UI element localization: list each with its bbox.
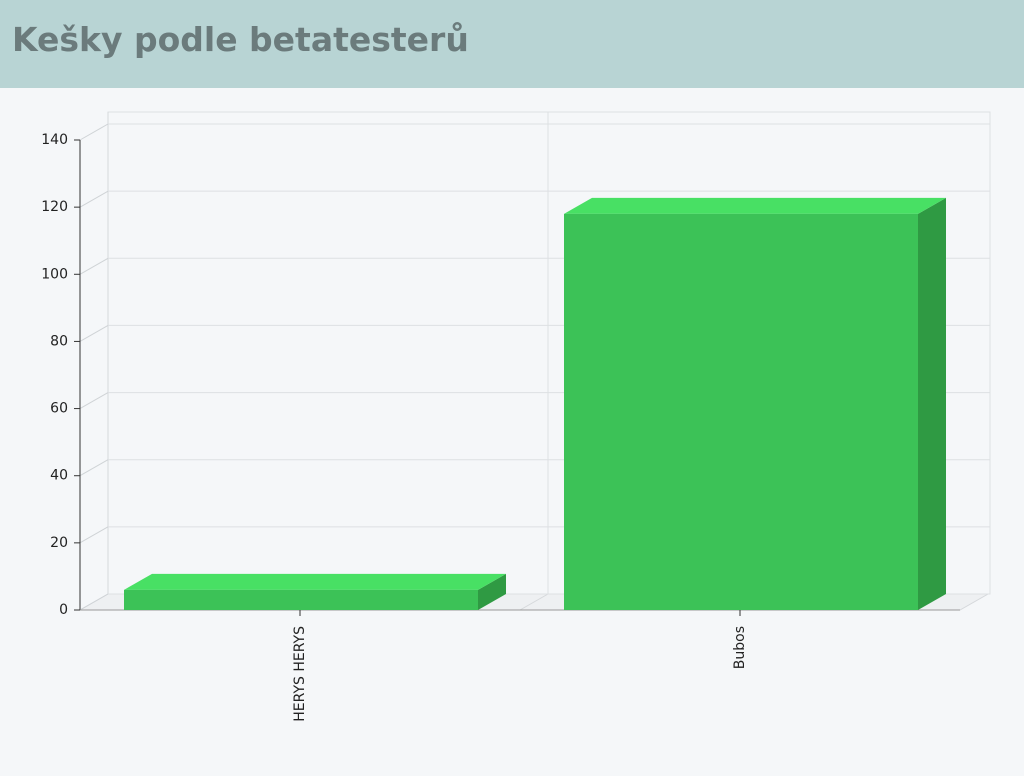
y-tick-label: 140 xyxy=(41,132,68,148)
bar xyxy=(124,589,478,610)
bar-side xyxy=(478,573,506,610)
y-tick-label: 20 xyxy=(50,535,68,551)
grid-line xyxy=(79,257,109,275)
grid-line xyxy=(79,190,109,208)
y-tick-label: 100 xyxy=(41,266,68,282)
y-tick-label: 120 xyxy=(41,199,68,215)
x-tick-label: Bubos xyxy=(732,626,748,669)
bar xyxy=(564,213,918,610)
x-tick-label: HERYS HERYS xyxy=(292,626,308,722)
grid-line xyxy=(79,526,109,544)
grid-line xyxy=(79,593,109,611)
grid-line xyxy=(79,392,109,410)
grid-line xyxy=(79,459,109,477)
grid-line xyxy=(79,324,109,342)
bar-top xyxy=(124,573,506,590)
header: Kešky podle betatesterů xyxy=(0,0,1024,88)
bar-side xyxy=(918,197,946,610)
y-tick-label: 80 xyxy=(50,333,68,349)
category-divider xyxy=(519,593,549,611)
y-tick-label: 40 xyxy=(50,468,68,484)
y-tick-label: 0 xyxy=(59,602,68,618)
chart: 0 20 40 60 80 100 120 140 HERYS HERYS Bubos xyxy=(41,111,991,722)
chart-title: Kešky podle betatesterů xyxy=(12,20,469,59)
bar-top xyxy=(564,197,946,214)
grid-line xyxy=(79,123,109,141)
y-tick-label: 60 xyxy=(50,401,68,417)
